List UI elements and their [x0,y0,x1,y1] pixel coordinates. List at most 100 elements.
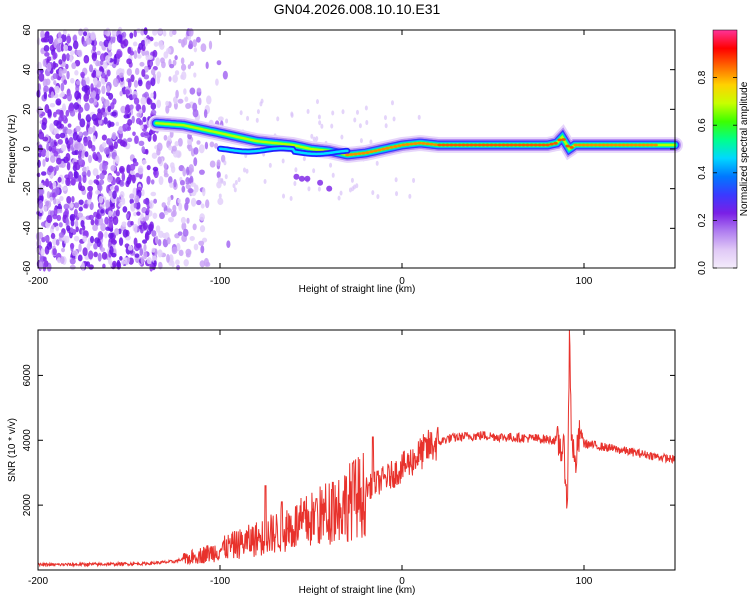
spectrogram-noise-cell [115,50,122,59]
spectrogram-noise-cell [49,196,53,202]
spectrogram-noise-cell [124,110,129,116]
spectrogram-noise-cell [107,138,113,146]
spectrogram-noise-cell [56,257,62,264]
spectrogram-noise-cell [140,256,145,265]
spectrogram-noise-cell [115,121,120,127]
spectrogram-noise-cell [139,61,145,67]
spectrogram-noise-cell [69,54,73,63]
spectrogram-noise-cell [185,183,191,190]
spectrogram-hotspot [417,141,422,145]
spectrogram-noise-cell [140,96,147,106]
spectrogram-noise-cell [315,136,319,142]
spectrogram-noise-cell [93,242,98,250]
spectrogram-noise-cell [129,50,135,56]
spectrogram-noise-cell [371,190,375,196]
spectrogram-hotspot [485,143,490,147]
spectrogram-noise-cell [59,132,66,139]
spectrogram-noise-cell [220,178,224,184]
spectrogram-noise-cell [171,145,177,152]
spectrogram-noise-cell [92,44,97,52]
spectrogram-noise-cell [131,174,136,184]
spectrogram-y-ticks: -60 -40 -20 0 20 40 60 [22,24,675,275]
spectrogram-noise-cell [42,256,47,262]
spectrogram-noise-cell [172,210,177,217]
spectrogram-x-tick-label: 0 [399,276,405,287]
spectrogram-noise-cell [216,60,222,66]
spectrogram-hotspot [573,143,578,147]
snr-y-ticks: 2000 4000 6000 [22,364,675,516]
spectrogram-noise-cell [118,237,124,246]
spectrogram-noise-cell [184,96,189,102]
spectrogram-hotspot [353,152,358,156]
spectrogram-hotspot [597,143,602,147]
spectrogram-noise-cell [190,197,197,207]
spectrogram-noise-cell [151,152,158,159]
spectrogram-noise-cell [182,228,189,237]
spectrogram-hotspot [645,143,650,147]
spectrogram-noise-cell [188,28,194,37]
spectrogram-noise-cell [111,239,117,245]
spectrogram-noise-cell [298,175,305,182]
spectrogram-noise-cell [348,187,352,193]
spectrogram-noise-cell [216,171,221,179]
spectrogram-noise-cell [41,121,47,131]
spectrogram-noise-cell [96,174,100,180]
spectrogram-noise-cell [156,142,163,152]
spectrogram-noise-cell [158,40,164,48]
spectrogram-noise-cell [66,162,71,171]
spectrogram-noise-cell [79,185,86,192]
spectrogram-noise-cell [167,196,172,203]
spectrogram-noise-cell [172,74,178,83]
spectrogram-noise-cell [242,167,246,173]
spectrogram-hotspot [605,143,610,147]
spectrogram-noise-cell [63,79,68,85]
spectrogram-noise-cell [146,97,151,105]
spectrogram-noise-cell [136,211,141,216]
spectrogram-noise-cell [81,85,87,92]
spectrogram-noise-cell [53,119,59,126]
spectrogram-hotspot [521,143,526,147]
spectrogram-noise-cell [106,85,110,94]
spectrogram-noise-cell [55,98,62,106]
spectrogram-noise-cell [217,177,222,185]
spectrogram-noise-cell [53,127,59,135]
spectrogram-noise-cell [82,174,87,184]
spectrogram-noise-cell [55,157,62,165]
spectrogram-noise-cell [128,173,133,183]
spectrogram-noise-cell [84,151,89,158]
spectrogram-noise-cell [312,136,316,142]
spectrogram-hotspot [585,143,590,147]
spectrogram-noise-cell [188,40,193,50]
spectrogram-noise-cell [353,117,357,123]
spectrogram-noise-cell [102,162,108,171]
spectrogram-noise-cell [74,149,79,156]
spectrogram-hotspot [613,143,618,147]
spectrogram-noise-cell [134,67,140,76]
spectrogram-noise-cell [92,168,99,177]
spectrogram-noise-cell [155,225,161,233]
spectrogram-noise-cell [107,42,112,51]
spectrogram-hotspot [477,143,482,147]
spectrogram-noise-cell [417,114,421,120]
spectrogram-secondary-track [218,147,349,156]
spectrogram-hotspot [501,143,506,147]
spectrogram-noise-cell [175,89,179,99]
spectrogram-hotspot [409,142,414,146]
spectrogram-noise-cell [40,248,45,257]
spectrogram-noise-cell [68,102,75,112]
spectrogram-y-tick-label: -20 [22,181,33,196]
spectrogram-noise-cell [146,207,150,215]
spectrogram-noise-cell [104,74,108,83]
spectrogram-hotspot [389,145,394,149]
spectrogram-y-label: Frequency (Hz) [7,115,18,184]
spectrogram-noise-cell [163,168,168,176]
spectrogram-noise-cell [134,135,139,144]
spectrogram-noise-cell [365,120,369,126]
spectrogram-noise-cell [81,150,85,159]
spectrogram-y-tick-label: -40 [22,221,33,236]
spectrogram-noise-cloud [35,26,421,272]
spectrogram-noise-cell [93,77,98,86]
spectrogram-noise-cell [101,142,107,148]
spectrogram-noise-cell [179,179,185,186]
spectrogram-noise-cell [65,177,71,186]
